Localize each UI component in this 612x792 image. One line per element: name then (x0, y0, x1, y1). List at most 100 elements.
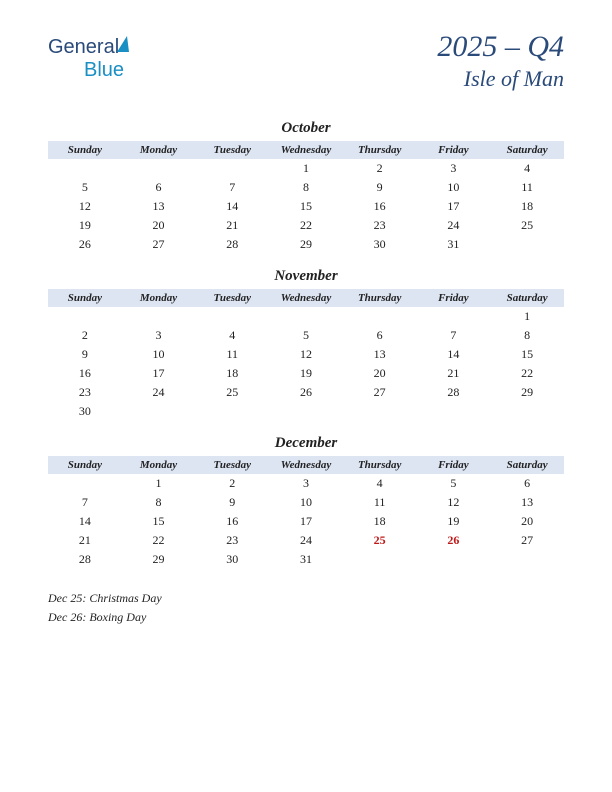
day-cell: 11 (195, 345, 269, 364)
day-cell: 1 (122, 474, 196, 493)
day-cell: 15 (490, 345, 564, 364)
day-cell: 3 (417, 159, 491, 178)
day-cell: 11 (343, 493, 417, 512)
day-cell: 26 (48, 235, 122, 254)
day-cell: 10 (417, 178, 491, 197)
logo-text-1: General (48, 36, 119, 58)
day-cell: 24 (269, 531, 343, 550)
day-cell: 16 (195, 512, 269, 531)
day-cell: 9 (195, 493, 269, 512)
day-cell: 6 (490, 474, 564, 493)
day-cell: 25 (490, 216, 564, 235)
day-cell: 7 (417, 326, 491, 345)
day-cell: 19 (417, 512, 491, 531)
day-header: Sunday (48, 141, 122, 159)
month-block: December SundayMondayTuesdayWednesdayThur… (48, 435, 564, 569)
empty-cell (343, 550, 417, 569)
day-cell: 14 (195, 197, 269, 216)
month-name: December (48, 435, 564, 452)
day-cell: 18 (490, 197, 564, 216)
day-header: Monday (122, 141, 196, 159)
day-cell: 18 (343, 512, 417, 531)
day-cell: 8 (122, 493, 196, 512)
day-cell: 28 (417, 383, 491, 402)
day-cell: 17 (122, 364, 196, 383)
month-name: October (48, 120, 564, 137)
day-cell: 13 (343, 345, 417, 364)
day-cell: 27 (490, 531, 564, 550)
day-cell: 9 (48, 345, 122, 364)
day-cell: 20 (490, 512, 564, 531)
day-cell: 8 (490, 326, 564, 345)
day-header: Saturday (490, 289, 564, 307)
day-header: Tuesday (195, 141, 269, 159)
day-cell: 13 (490, 493, 564, 512)
empty-cell (48, 307, 122, 326)
calendar-table: SundayMondayTuesdayWednesdayThursdayFrid… (48, 141, 564, 254)
day-cell: 30 (48, 402, 122, 421)
day-cell: 22 (269, 216, 343, 235)
day-cell: 3 (122, 326, 196, 345)
empty-cell (417, 307, 491, 326)
day-header: Sunday (48, 456, 122, 474)
day-cell: 24 (122, 383, 196, 402)
day-cell: 20 (343, 364, 417, 383)
day-cell: 27 (122, 235, 196, 254)
day-cell: 31 (417, 235, 491, 254)
day-cell: 25 (195, 383, 269, 402)
logo-text-2: Blue (84, 59, 124, 81)
day-cell: 23 (195, 531, 269, 550)
day-cell: 23 (343, 216, 417, 235)
empty-cell (122, 307, 196, 326)
day-cell: 6 (122, 178, 196, 197)
day-cell: 1 (490, 307, 564, 326)
day-cell: 21 (417, 364, 491, 383)
day-cell: 10 (269, 493, 343, 512)
holiday-notes: Dec 25: Christmas DayDec 26: Boxing Day (48, 589, 564, 627)
day-cell: 9 (343, 178, 417, 197)
day-cell: 20 (122, 216, 196, 235)
empty-cell (122, 402, 196, 421)
day-header: Thursday (343, 141, 417, 159)
day-header: Tuesday (195, 456, 269, 474)
calendar-container: OctoberSundayMondayTuesdayWednesdayThurs… (48, 120, 564, 569)
day-cell: 26 (269, 383, 343, 402)
day-cell: 29 (122, 550, 196, 569)
day-cell: 30 (343, 235, 417, 254)
day-cell: 6 (343, 326, 417, 345)
day-header: Wednesday (269, 456, 343, 474)
day-cell: 2 (343, 159, 417, 178)
day-cell: 12 (48, 197, 122, 216)
day-header: Thursday (343, 456, 417, 474)
day-cell: 2 (48, 326, 122, 345)
brand-logo: General Blue (48, 36, 129, 82)
day-header: Friday (417, 141, 491, 159)
day-cell: 13 (122, 197, 196, 216)
day-cell: 23 (48, 383, 122, 402)
day-cell: 21 (48, 531, 122, 550)
calendar-table: SundayMondayTuesdayWednesdayThursdayFrid… (48, 456, 564, 569)
empty-cell (195, 159, 269, 178)
empty-cell (122, 159, 196, 178)
day-header: Monday (122, 289, 196, 307)
day-cell: 30 (195, 550, 269, 569)
empty-cell (490, 402, 564, 421)
day-cell: 11 (490, 178, 564, 197)
day-header: Friday (417, 456, 491, 474)
day-cell: 1 (269, 159, 343, 178)
day-cell: 15 (122, 512, 196, 531)
empty-cell (490, 550, 564, 569)
day-header: Sunday (48, 289, 122, 307)
empty-cell (195, 307, 269, 326)
month-name: November (48, 268, 564, 285)
day-cell: 22 (490, 364, 564, 383)
day-cell: 7 (48, 493, 122, 512)
month-block: NovemberSundayMondayTuesdayWednesdayThur… (48, 268, 564, 421)
day-header: Monday (122, 456, 196, 474)
day-cell: 8 (269, 178, 343, 197)
day-cell: 21 (195, 216, 269, 235)
day-cell: 14 (417, 345, 491, 364)
day-cell: 27 (343, 383, 417, 402)
day-cell: 16 (343, 197, 417, 216)
month-block: October SundayMondayTuesdayWednesdayThurs… (48, 120, 564, 254)
